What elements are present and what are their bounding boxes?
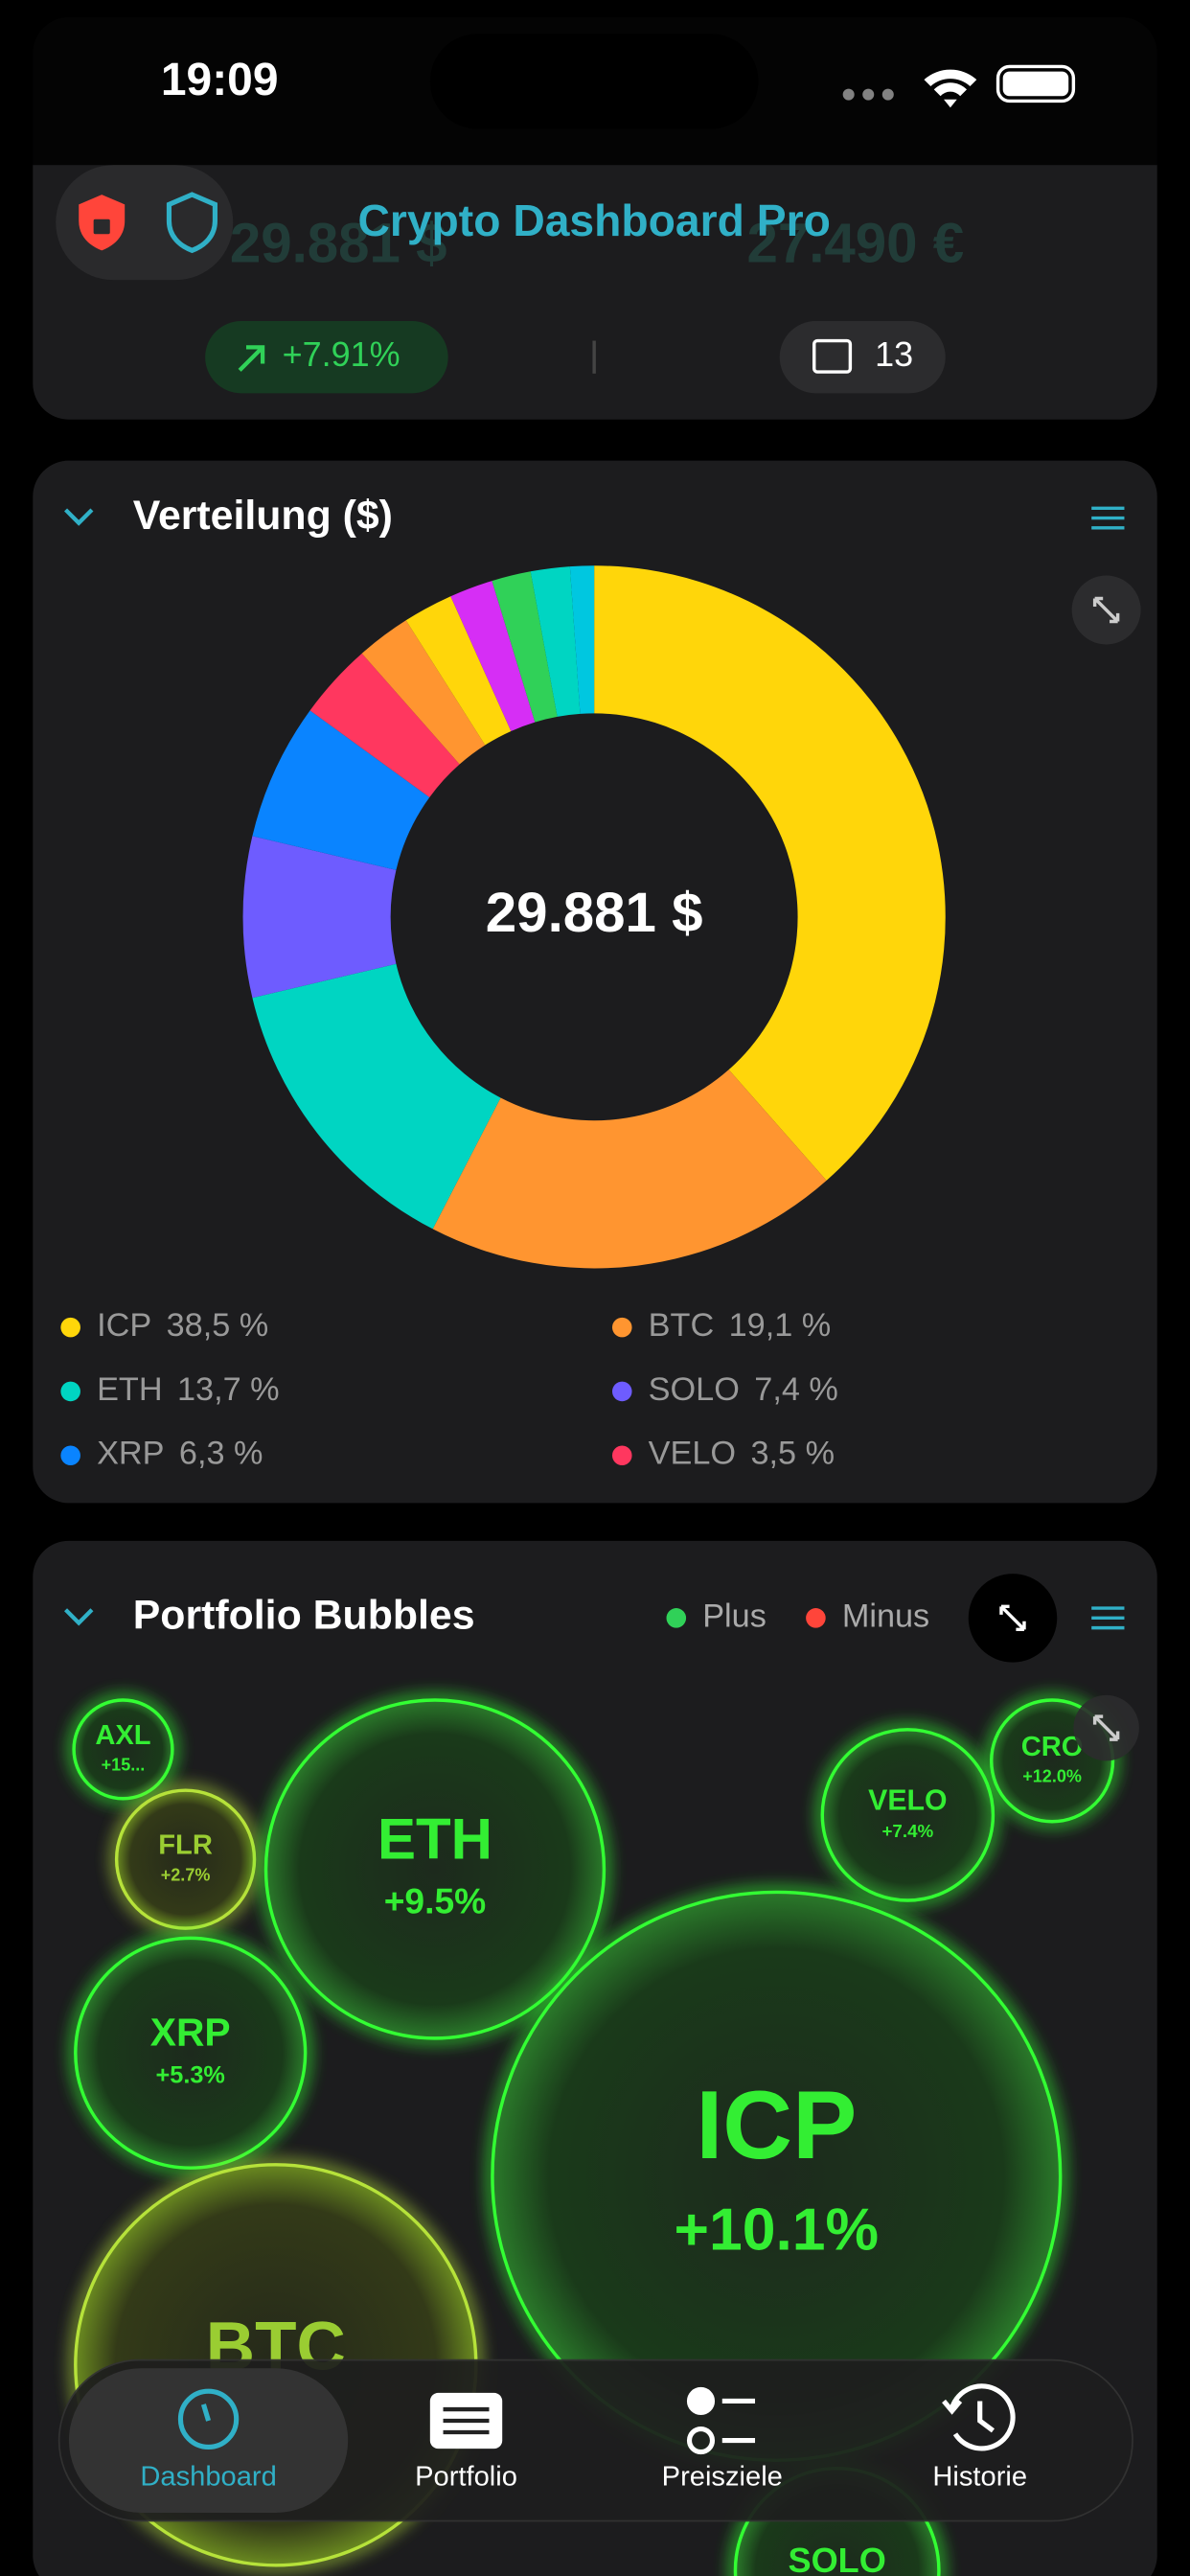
- bubble[interactable]: [263, 1698, 606, 2040]
- bubble-label: XRP: [150, 2011, 231, 2055]
- legend-name: XRP: [97, 1436, 164, 1472]
- donut-segment: [450, 581, 536, 731]
- tab-label[interactable]: Portfolio: [415, 2462, 517, 2493]
- tab-label[interactable]: Historie: [932, 2462, 1027, 2493]
- bubble-label: FLR: [158, 1830, 213, 1861]
- legend-dot: [611, 1381, 632, 1402]
- donut-segment: [252, 963, 501, 1230]
- legend-dot-minus: [806, 1608, 826, 1628]
- bubble-change: +10.1%: [674, 2196, 879, 2264]
- legend-name: SOLO: [649, 1371, 740, 1408]
- collapse-chevron[interactable]: [64, 508, 94, 526]
- change-pill: [205, 320, 448, 394]
- bubble-change: +7.4%: [881, 1821, 933, 1841]
- legend-name: ETH: [97, 1371, 163, 1408]
- count-value: 13: [875, 334, 913, 374]
- donut-segment: [432, 1070, 827, 1269]
- bubble-change: +15...: [102, 1756, 146, 1775]
- legend-entry: SOLO 7,4 %: [649, 1371, 838, 1408]
- bubble-change: +2.7%: [161, 1865, 211, 1884]
- legend-dot: [611, 1317, 632, 1338]
- donut-segment: [252, 710, 430, 870]
- expand-icon: [1092, 1714, 1120, 1741]
- donut-segment: [569, 565, 595, 714]
- bubble-label: AXL: [95, 1720, 150, 1751]
- donut-segment: [242, 836, 397, 999]
- dashboard-needle: [200, 2404, 212, 2422]
- legend-name: VELO: [649, 1436, 736, 1472]
- legend-entry: ICP 38,5 %: [97, 1307, 268, 1344]
- bubble[interactable]: [114, 1788, 257, 1930]
- bubble-label: SOLO: [789, 2541, 886, 2576]
- legend-dot: [60, 1317, 80, 1338]
- tab-label[interactable]: Preisziele: [662, 2462, 783, 2493]
- legend-value: 19,1 %: [729, 1307, 832, 1344]
- legend-dot-plus: [666, 1608, 687, 1628]
- legend-dot: [611, 1445, 632, 1466]
- donut-center-label: 29.881 $: [486, 882, 703, 944]
- donut-segment: [594, 565, 946, 1181]
- dynamic-island: [429, 34, 759, 129]
- legend-dot: [60, 1381, 80, 1402]
- bubble-label: ETH: [378, 1806, 492, 1871]
- portfolio-lines: [443, 2406, 490, 2435]
- fullscreen-icon: [999, 1604, 1026, 1632]
- expand-icon: [1092, 596, 1120, 624]
- donut-segment: [309, 653, 460, 797]
- bubble[interactable]: [72, 1698, 174, 1801]
- bubble-label: VELO: [868, 1784, 947, 1816]
- value-eur: 27.490 €: [746, 212, 964, 274]
- bubble-label: CRO: [1021, 1732, 1084, 1762]
- app-title: Crypto Dashboard Pro: [357, 196, 830, 245]
- bubble-change: +5.3%: [156, 2061, 225, 2088]
- collapse-chevron[interactable]: [64, 1608, 94, 1626]
- legend-value: 3,5 %: [750, 1436, 835, 1472]
- menu-icon[interactable]: [1091, 506, 1125, 530]
- legend-value: 13,7 %: [177, 1371, 280, 1408]
- tabs: Dashboard Portfolio Preisziele Historie: [140, 2462, 1027, 2493]
- tab-label[interactable]: Dashboard: [140, 2462, 276, 2493]
- donut-segment: [530, 566, 581, 717]
- legend: ICP 38,5 % BTC 19,1 % ETH 13,7 % SOLO 7,4 % XRP 6…: [60, 1307, 838, 1472]
- menu-icon[interactable]: [1091, 1606, 1125, 1630]
- donut-segment: [405, 596, 512, 746]
- card-title: Verteilung ($): [133, 493, 393, 539]
- list-icon: [812, 338, 853, 374]
- legend-minus: Minus: [842, 1598, 929, 1634]
- legend-plus: Plus: [702, 1598, 767, 1634]
- donut-segment: [361, 620, 486, 765]
- donut-segment: [492, 571, 558, 723]
- status-time: 19:09: [161, 55, 279, 105]
- value-usd: 29.881 $: [230, 212, 447, 274]
- change-value: +7.91%: [283, 334, 400, 374]
- legend-entry: VELO 3,5 %: [649, 1436, 835, 1472]
- legend-entry: BTC 19,1 %: [649, 1307, 832, 1344]
- arrow-icon: [238, 345, 265, 372]
- legend-value: 38,5 %: [167, 1307, 269, 1344]
- bubble-change: +12.0%: [1022, 1767, 1082, 1786]
- history-icon: [942, 2383, 1016, 2451]
- card-title: Portfolio Bubbles: [133, 1593, 475, 1639]
- bubble[interactable]: [74, 1936, 308, 2170]
- legend-name: ICP: [97, 1307, 151, 1344]
- bubble-label: ICP: [696, 2072, 857, 2179]
- shield-icon: [166, 192, 217, 254]
- targets-icon: [686, 2386, 756, 2455]
- bubble-change: +9.5%: [384, 1880, 486, 1920]
- bubble[interactable]: [820, 1728, 995, 1902]
- lock-body: [93, 218, 110, 235]
- legend-entry: ETH 13,7 %: [97, 1371, 280, 1408]
- active-tab-bg: [68, 2368, 349, 2513]
- legend-entry: XRP 6,3 %: [97, 1436, 263, 1472]
- legend-dot: [60, 1445, 80, 1466]
- legend-value: 7,4 %: [754, 1371, 838, 1408]
- status-icons: [842, 64, 1076, 108]
- dashboard-icon: [177, 2388, 240, 2450]
- legend-name: BTC: [649, 1307, 715, 1344]
- donut-chart: [242, 565, 946, 1269]
- count-pill: [779, 320, 946, 394]
- legend-value: 6,3 %: [179, 1436, 263, 1472]
